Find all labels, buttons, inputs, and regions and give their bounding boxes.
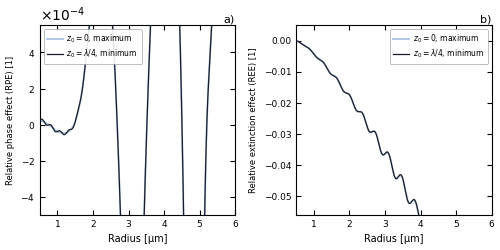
Line: $z_0 = 0$, maximum: $z_0 = 0$, maximum: [40, 0, 235, 250]
$z_0 = \lambda/4$, minimum: [112, 63, 117, 66]
$z_0 = \lambda/4$, minimum: [293, 39, 299, 42]
$z_0 = \lambda/4$, minimum: [208, 51, 214, 54]
Y-axis label: Relative extinction effect (REE) [1]: Relative extinction effect (REE) [1]: [249, 47, 258, 193]
Text: a): a): [224, 14, 235, 24]
X-axis label: Radius [μm]: Radius [μm]: [364, 234, 424, 244]
$z_0 = 0$, maximum: [293, 39, 299, 42]
$z_0 = 0$, maximum: [112, 63, 117, 66]
$z_0 = 0$, maximum: [59, 132, 65, 134]
$z_0 = \lambda/4$, minimum: [70, 125, 76, 128]
$z_0 = 0$, maximum: [36, 119, 43, 122]
$z_0 = \lambda/4$, minimum: [368, 131, 374, 134]
Line: $z_0 = \lambda/4$, minimum: $z_0 = \lambda/4$, minimum: [296, 41, 492, 250]
$z_0 = \lambda/4$, minimum: [59, 131, 65, 134]
$z_0 = 0$, maximum: [368, 131, 374, 134]
Legend: $z_0 = 0$, maximum, $z_0 = \lambda/4$, minimum: $z_0 = 0$, maximum, $z_0 = \lambda/4$, m…: [390, 29, 488, 64]
$z_0 = 0$, maximum: [376, 145, 382, 148]
Text: b): b): [480, 14, 492, 24]
$z_0 = 0$, maximum: [316, 57, 322, 60]
$z_0 = \lambda/4$, minimum: [327, 72, 333, 75]
$z_0 = \lambda/4$, minimum: [376, 145, 382, 148]
$z_0 = 0$, maximum: [70, 124, 76, 127]
Y-axis label: Relative phase effect (RPE) [1]: Relative phase effect (RPE) [1]: [6, 56, 15, 185]
X-axis label: Radius [μm]: Radius [μm]: [108, 234, 167, 244]
$z_0 = \lambda/4$, minimum: [36, 119, 43, 122]
$z_0 = 0$, maximum: [327, 72, 333, 74]
$z_0 = \lambda/4$, minimum: [316, 57, 322, 60]
Legend: $z_0 = 0$, maximum, $z_0 = \lambda/4$, minimum: $z_0 = 0$, maximum, $z_0 = \lambda/4$, m…: [44, 29, 142, 64]
Line: $z_0 = \lambda/4$, minimum: $z_0 = \lambda/4$, minimum: [40, 0, 235, 250]
$z_0 = 0$, maximum: [208, 52, 214, 54]
Line: $z_0 = 0$, maximum: $z_0 = 0$, maximum: [296, 41, 492, 250]
